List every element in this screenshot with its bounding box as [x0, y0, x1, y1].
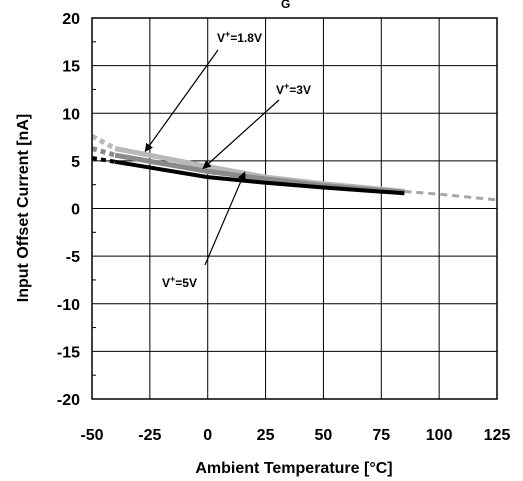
x-tick-label-6: 100	[426, 427, 453, 444]
y-axis-label: Input Offset Current [nA]	[15, 114, 32, 302]
series-line-2	[114, 159, 405, 196]
y-tick-label-6: -10	[57, 297, 80, 314]
series-extrapolation-2	[91, 156, 116, 164]
annotation-arrow-1	[202, 99, 280, 170]
annotations: V+=1.8V V+=3V V+=5V	[144, 29, 311, 290]
x-axis-label: Ambient Temperature [°C]	[195, 460, 392, 477]
series-extrapolation-1	[91, 146, 116, 158]
annotation-arrow-0	[144, 49, 219, 153]
x-tick-labels: -50 -25 0 25 50 75 100 125	[80, 427, 510, 444]
annotation-label-0: V+=1.8V	[217, 29, 262, 45]
chart-title-fragment: G	[281, 0, 290, 11]
y-tick-label-8: -20	[57, 392, 80, 409]
series-group	[90, 133, 498, 202]
x-tick-label-2: 0	[203, 427, 212, 444]
x-tick-label-1: -25	[138, 427, 161, 444]
y-tick-label-7: -15	[57, 344, 80, 361]
x-tick-label-0: -50	[80, 427, 103, 444]
series-line-3	[404, 189, 498, 202]
annotation-arrow-2	[204, 171, 246, 266]
x-tick-label-3: 25	[257, 427, 275, 444]
y-tick-label-2: 10	[62, 106, 80, 123]
x-tick-label-7: 125	[484, 427, 511, 444]
annotation-label-2: V+=5V	[162, 274, 197, 290]
series-extrapolation-0	[90, 133, 117, 151]
x-tick-label-5: 75	[372, 427, 390, 444]
y-tick-label-3: 5	[71, 154, 80, 171]
x-tick-label-4: 50	[315, 427, 333, 444]
y-tick-label-5: -5	[66, 249, 80, 266]
y-tick-label-1: 15	[62, 59, 80, 76]
y-tick-label-0: 20	[62, 11, 80, 28]
y-tick-label-4: 0	[71, 202, 80, 219]
y-tick-labels: 20 15 10 5 0 -5 -10 -15 -20	[57, 11, 80, 409]
annotation-label-1: V+=3V	[276, 81, 311, 97]
plot-frame	[91, 17, 498, 400]
